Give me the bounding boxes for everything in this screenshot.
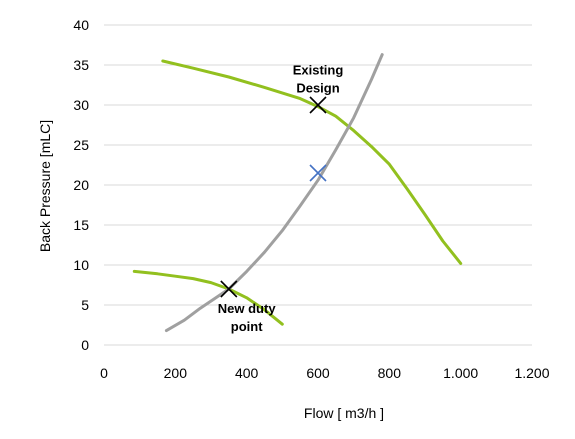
- annotation-line: point: [231, 319, 263, 334]
- y-tick-label: 0: [81, 337, 89, 353]
- y-tick-label: 40: [73, 17, 89, 33]
- markers-group: [220, 96, 327, 298]
- x-tick-label: 800: [378, 365, 402, 381]
- x-tick-label: 1.200: [514, 365, 549, 381]
- cross-marker: [309, 96, 327, 114]
- x-tick-label: 600: [306, 365, 330, 381]
- x-tick-label: 0: [100, 365, 108, 381]
- y-tick-labels: 0 5 10 15 20 25 30 35 40: [73, 17, 89, 353]
- series-line: [132, 269, 284, 326]
- y-tick-label: 30: [73, 97, 89, 113]
- y-axis-title: Back Pressure [mLC]: [37, 120, 53, 252]
- y-tick-label: 10: [73, 257, 89, 273]
- series-line: [161, 59, 463, 265]
- y-tick-label: 35: [73, 57, 89, 73]
- gridlines: [104, 24, 532, 346]
- marker-stroke: [309, 96, 327, 114]
- x-tick-label: 1.000: [443, 365, 478, 381]
- marker-stroke: [309, 164, 327, 182]
- x-tick-labels: 0 200 400 600 800 1.000 1.200: [100, 365, 550, 381]
- y-tick-label: 15: [73, 217, 89, 233]
- y-tick-label: 5: [81, 297, 89, 313]
- x-axis-title: Flow [ m3/h ]: [304, 405, 384, 421]
- annotation-line: Existing: [293, 63, 344, 78]
- cross-marker: [220, 280, 238, 298]
- y-tick-label: 20: [73, 177, 89, 193]
- y-tick-label: 25: [73, 137, 89, 153]
- annotation-line: Design: [296, 81, 339, 96]
- series-group: [132, 53, 463, 333]
- annotation-line: New duty: [218, 301, 277, 316]
- annotations-group: Existing Design New duty point: [218, 63, 344, 334]
- marker-stroke: [220, 280, 238, 298]
- cross-marker: [309, 164, 327, 182]
- annotation-label: New duty point: [218, 301, 277, 334]
- annotation-label: Existing Design: [293, 63, 344, 96]
- series-line: [164, 53, 384, 333]
- x-tick-label: 200: [164, 365, 188, 381]
- x-tick-label: 400: [235, 365, 259, 381]
